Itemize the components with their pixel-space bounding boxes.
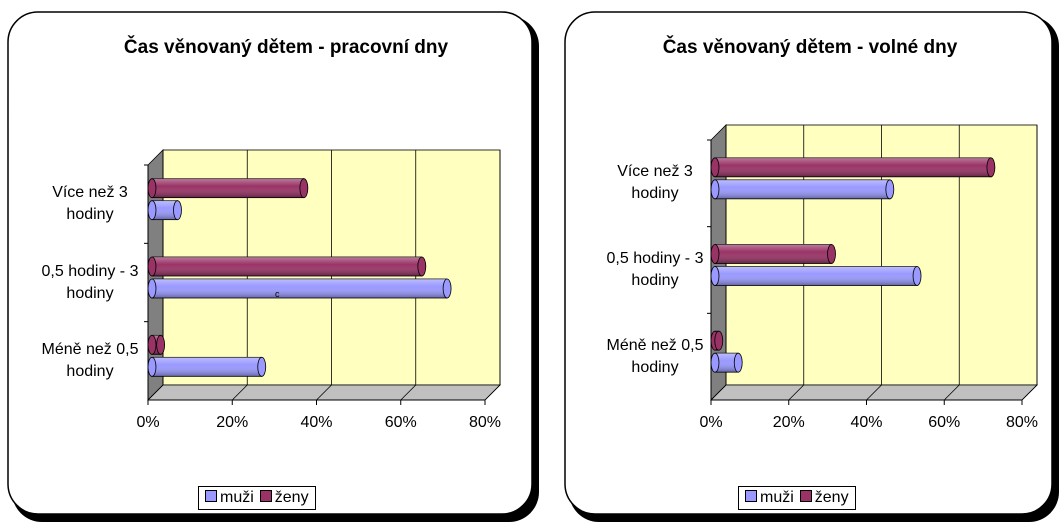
legend-swatch (205, 490, 217, 502)
x-tick-label: 0% (699, 414, 723, 431)
bar-base (710, 352, 720, 373)
x-tick-label: 60% (384, 414, 417, 431)
grid-line (1021, 384, 1038, 401)
bar-cap (986, 157, 996, 178)
bar-shade (715, 244, 832, 264)
legend-item: ženy (799, 489, 849, 507)
grid-line (484, 384, 501, 401)
legend-swatch (745, 490, 757, 502)
x-tick-label: 40% (300, 414, 333, 431)
grid-line (400, 384, 417, 401)
bar-base (147, 178, 157, 199)
y-tick-label: Méně než 0,5 hodiny (41, 340, 139, 380)
x-tick-label: 20% (772, 414, 805, 431)
legend: muži ženy (198, 486, 316, 510)
legend: muži ženy (738, 486, 856, 510)
annotation: c (275, 289, 280, 299)
bar-base (147, 256, 157, 277)
x-tick-label: 80% (1005, 414, 1039, 431)
legend-item: muži (745, 489, 794, 507)
grid-line (866, 384, 882, 401)
bar-shade (152, 200, 178, 220)
y-tick-label: 0,5 hodiny - 3 hodiny (41, 262, 139, 302)
y-tick-label: Více než 3 hodiny (617, 163, 693, 203)
y-tick-label: Více než 3 hodiny (52, 184, 128, 224)
bar-cap (733, 352, 743, 373)
grid-line (710, 384, 727, 401)
bar-cap (299, 178, 309, 199)
bar-base (710, 179, 720, 200)
bar-base (710, 244, 720, 264)
chart-title: Čas věnovaný dětem - pracovní dny (123, 37, 449, 58)
bar-base (147, 356, 157, 377)
bar-shade (715, 179, 890, 199)
bar-cap (885, 179, 895, 200)
x-tick-label: 60% (928, 414, 961, 431)
grid-line (943, 384, 960, 401)
bar-cap (257, 356, 267, 377)
bar-cap (827, 244, 836, 264)
x-tick-label: 0% (136, 414, 160, 431)
bar-base (147, 200, 157, 221)
legend-label: ženy (274, 489, 309, 506)
bar-cap (156, 334, 166, 355)
x-tick-label: 20% (216, 414, 249, 431)
bar-shade (152, 357, 262, 377)
x-tick-label: 40% (850, 414, 883, 431)
bar-cap (442, 278, 452, 299)
bar-cap (714, 330, 724, 351)
legend-label: muži (760, 489, 794, 506)
legend-item: muži (205, 489, 254, 507)
bar-cap (912, 266, 922, 286)
legend-label: muži (220, 489, 254, 506)
bar-base (147, 334, 157, 355)
bar-shade (152, 178, 304, 198)
y-tick-label: 0,5 hodiny - 3 hodiny (606, 250, 704, 289)
chart-title: Čas věnovaný dětem - volné dny (662, 37, 958, 58)
bar-shade (152, 279, 448, 298)
grid-line (231, 384, 248, 401)
bar-base (710, 266, 720, 286)
bar-base (147, 278, 157, 299)
bar-shade (152, 257, 422, 276)
bar-base (710, 157, 720, 178)
bar-cap (173, 200, 182, 221)
legend-swatch (259, 490, 272, 502)
bar-shade (715, 353, 739, 373)
bar-shade (715, 266, 918, 286)
legend-swatch (799, 490, 812, 502)
grid-line (147, 384, 164, 401)
grid-line (788, 384, 805, 401)
y-tick-label: Méně než 0,5 hodiny (606, 336, 704, 376)
legend-label: ženy (814, 489, 849, 506)
x-tick-label: 80% (468, 414, 502, 431)
bar-shade (715, 157, 991, 177)
grid-line (316, 384, 332, 401)
bar-cap (417, 256, 427, 277)
legend-item: ženy (259, 489, 309, 507)
